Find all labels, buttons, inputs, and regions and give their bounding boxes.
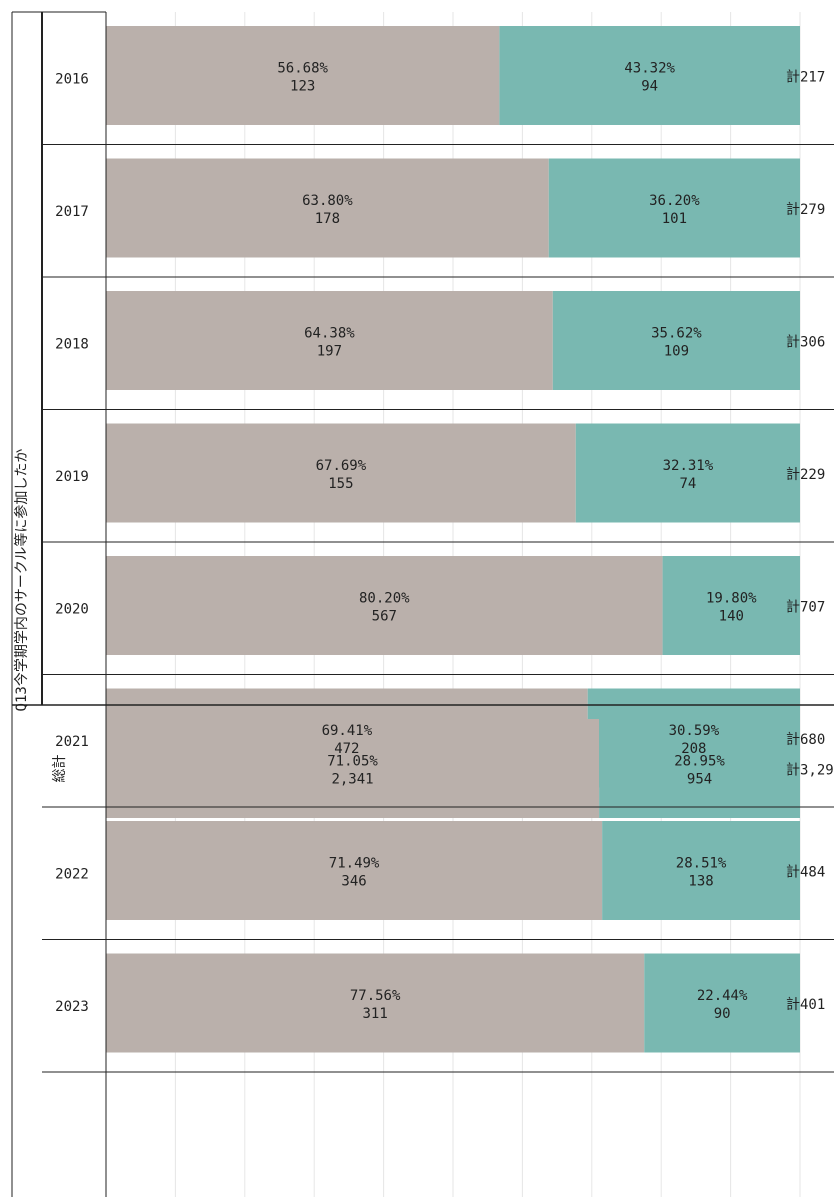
segment-percent-label: 36.20% [649,193,700,209]
year-label: 2020 [55,601,89,617]
segment-count-label: 94 [641,79,658,95]
bar-layer [106,26,800,1053]
segment-count-label: 197 [317,344,342,360]
segment-percent-label: 28.51% [676,856,727,872]
segment-count-label: 155 [328,476,353,492]
bar-segment [106,291,553,390]
segment-count-label: 109 [664,344,689,360]
bar-segment [552,291,800,390]
group-axis-title: Q13今学期学内のサークル等に参加したか [13,449,30,712]
year-label: 2016 [55,71,89,87]
segment-count-label: 178 [315,211,340,227]
segment-count-label: 346 [341,874,366,890]
row-total-label: 計484 [786,865,825,881]
segment-percent-label: 63.80% [302,193,353,209]
bar-segment [548,158,800,258]
segment-percent-label: 43.32% [624,61,675,77]
bar-segment [106,953,645,1053]
bar-segment [106,158,549,258]
segment-count-label: 138 [688,874,713,890]
bar-segment [662,556,800,655]
segment-percent-label: 22.44% [697,988,748,1004]
segment-percent-label: 67.69% [316,458,367,474]
year-label: 2022 [55,866,89,882]
bar-segment [575,423,800,523]
bar-segment [644,953,800,1053]
segment-count-label: 90 [714,1006,731,1022]
row-total-label: 計3,295 [786,763,834,779]
segment-percent-label: 80.20% [359,591,410,607]
segment-percent-label: 71.49% [329,856,380,872]
year-label: 2018 [55,336,89,352]
bar-segment [106,26,500,125]
segment-percent-label: 69.41% [322,723,373,739]
segment-count-label: 2,341 [331,772,373,788]
segment-count-label: 101 [662,211,687,227]
segment-count-label: 74 [679,476,696,492]
segment-percent-label: 35.62% [651,326,702,342]
segment-percent-label: 28.95% [674,754,725,770]
segment-count-label: 954 [687,772,712,788]
frame-layer [11,11,834,1197]
year-label: 2023 [55,999,89,1015]
bar-segment [106,556,663,655]
bar-segment [106,423,576,523]
row-total-label: 計306 [786,335,825,351]
year-label: 2017 [55,204,89,220]
row-total-label: 計680 [786,732,825,748]
segment-count-label: 472 [334,741,359,757]
segment-count-label: 208 [681,741,706,757]
segment-percent-label: 19.80% [706,591,757,607]
year-label: 2019 [55,469,89,485]
total-bar-segment [106,719,600,818]
segment-count-label: 311 [362,1006,387,1022]
segment-count-label: 567 [372,609,397,625]
row-total-label: 計229 [786,467,825,483]
segment-percent-label: 64.38% [304,326,355,342]
segment-percent-label: 77.56% [350,988,401,1004]
segment-count-label: 123 [290,79,315,95]
row-total-label: 計401 [786,997,825,1013]
row-total-label: 計217 [786,70,825,86]
year-label: 2021 [55,734,89,750]
segment-count-label: 140 [719,609,744,625]
segment-percent-label: 56.68% [277,61,328,77]
bar-segment [602,821,800,920]
segment-percent-label: 71.05% [327,754,378,770]
row-total-label: 計279 [786,202,825,218]
total-bar-segment [599,719,800,818]
segment-percent-label: 32.31% [663,458,714,474]
bar-segment [499,26,800,125]
label-layer: Q13今学期学内のサークル等に参加したか 56.68% 123 43.32% 94 計2… [13,61,834,1023]
row-total-label: 計707 [786,600,825,616]
segment-percent-label: 30.59% [669,723,720,739]
bar-segment [106,821,603,920]
total-row-label: 総計 [52,755,68,783]
